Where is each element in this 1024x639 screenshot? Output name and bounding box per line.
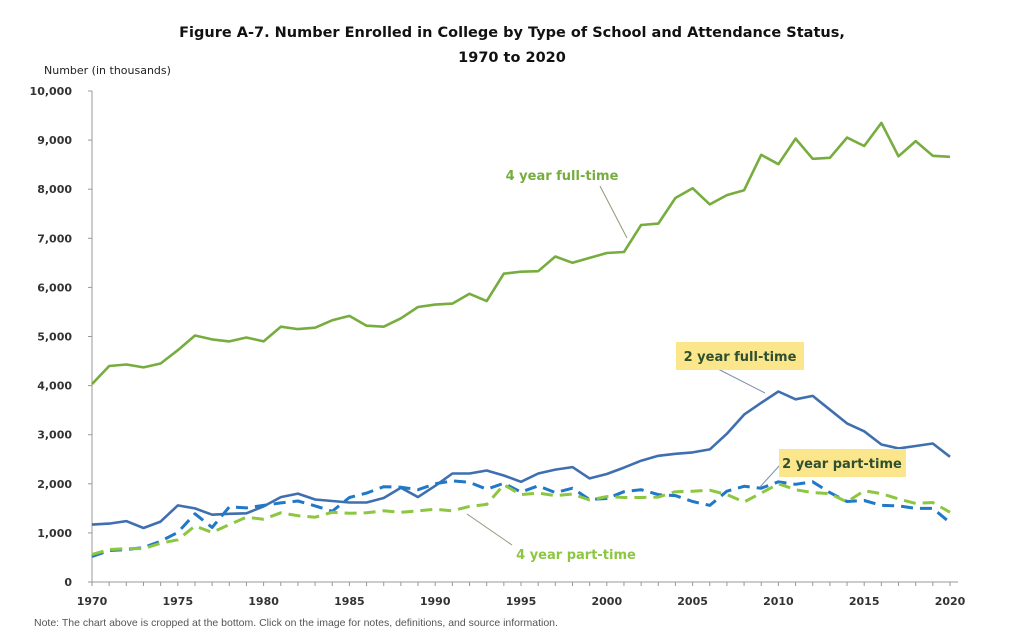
leader-4yr-pt	[466, 513, 513, 546]
leader-2yr-pt	[759, 464, 781, 488]
x-tick-label: 2000	[591, 595, 622, 608]
y-tick-label: 7,000	[37, 232, 72, 245]
series-line-2-year-full-time	[91, 390, 951, 530]
x-tick-label: 1975	[162, 595, 193, 608]
y-tick-label: 3,000	[37, 429, 72, 442]
leader-4yr-ft	[599, 185, 628, 239]
label-2yr-parttime: 2 year part-time	[782, 457, 902, 472]
leader-2yr-ft	[717, 368, 766, 394]
y-tick-label: 2,000	[37, 478, 72, 491]
x-tick-label: 1985	[334, 595, 365, 608]
label-4yr-fulltime: 4 year full-time	[506, 169, 619, 184]
series-line-4-year-part-time	[91, 482, 951, 556]
series-line-4-year-full-time	[91, 121, 951, 385]
chart-title-line1: Figure A-7. Number Enrolled in College b…	[179, 25, 845, 41]
annotations: 4 year full-time 2 year full-time 2 year…	[466, 169, 906, 563]
chart-note: Note: The chart above is cropped at the …	[34, 617, 558, 629]
series-lines	[91, 121, 951, 558]
y-axis-label: Number (in thousands)	[44, 64, 171, 77]
chart-title-line2: 1970 to 2020	[458, 50, 566, 66]
y-tick-label: 6,000	[37, 281, 72, 294]
y-tick-label: 1,000	[37, 527, 72, 540]
x-tick-label: 1970	[77, 595, 108, 608]
y-tick-label: 5,000	[37, 331, 72, 344]
y-tick-label: 4,000	[37, 380, 72, 393]
highlight-box-2yr-ft	[676, 342, 804, 370]
label-4yr-parttime: 4 year part-time	[516, 548, 636, 563]
y-tick-label: 0	[64, 576, 72, 589]
x-tick-label: 2010	[763, 595, 794, 608]
highlight-box-2yr-pt	[779, 449, 906, 477]
x-tick-label: 2020	[935, 595, 966, 608]
y-tick-label: 9,000	[37, 134, 72, 147]
x-tick-label: 2005	[677, 595, 708, 608]
y-tick-label: 10,000	[30, 85, 73, 98]
y-tick-label: 8,000	[37, 183, 72, 196]
x-tick-label: 2015	[849, 595, 880, 608]
label-2yr-fulltime: 2 year full-time	[684, 350, 797, 365]
x-tick-label: 1990	[420, 595, 451, 608]
x-tick-label: 1980	[248, 595, 279, 608]
x-tick-label: 1995	[506, 595, 537, 608]
axes: 0 1,000 2,000 3,000 4,000 5,000 6,000 7,000 8,00…	[30, 85, 966, 608]
